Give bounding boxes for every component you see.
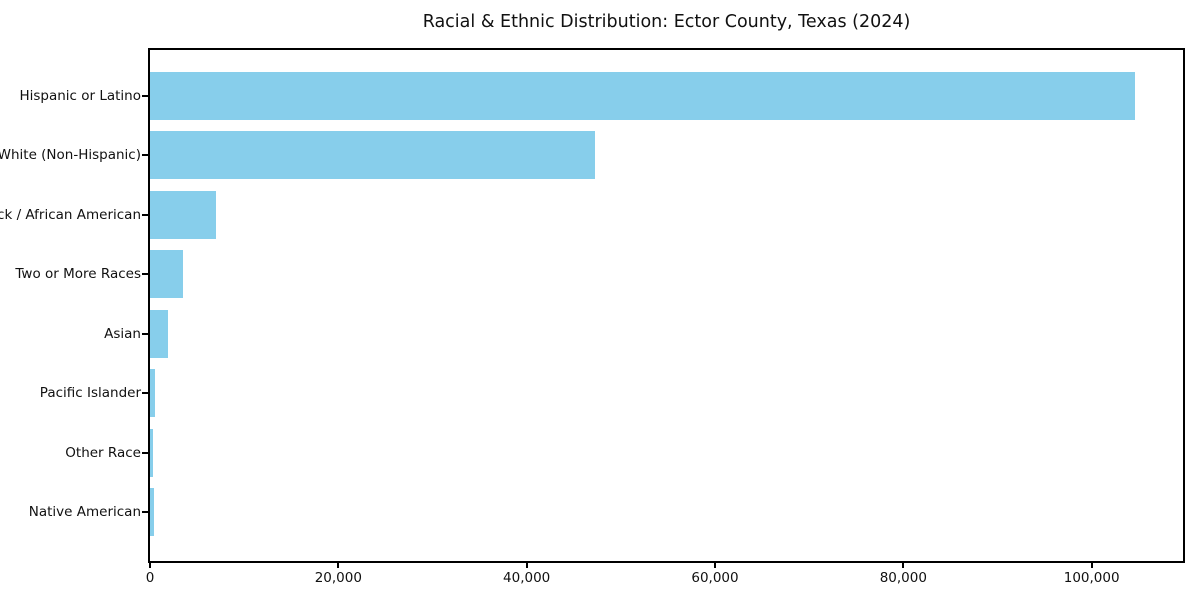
bar-pacific-islander xyxy=(150,369,155,418)
bar-asian xyxy=(150,309,168,358)
bar-row: Black / African American xyxy=(0,185,1183,245)
x-tick-label: 60,000 xyxy=(691,570,739,586)
y-axis-label: Black / African American xyxy=(0,206,141,223)
bar-row: White (Non-Hispanic) xyxy=(0,126,1183,186)
x-tick-mark xyxy=(713,563,716,568)
bar-white-non-hispanic xyxy=(150,131,596,180)
bar-row: Asian xyxy=(104,304,1183,364)
y-axis-label: Pacific Islander xyxy=(39,385,141,402)
y-tick-mark xyxy=(142,332,148,335)
bar-row: Native American xyxy=(29,483,1183,543)
y-axis-label: Two or More Races xyxy=(15,266,141,283)
y-axis-label: Hispanic or Latino xyxy=(19,87,141,104)
y-tick-mark xyxy=(142,154,148,157)
x-tick-label: 20,000 xyxy=(314,570,362,586)
bar-hispanic-or-latino xyxy=(150,71,1135,120)
y-tick-mark xyxy=(142,213,148,216)
y-tick-mark xyxy=(142,392,148,395)
x-tick-label: 0 xyxy=(145,570,155,586)
bar-black-african-american xyxy=(150,190,216,239)
y-tick-mark xyxy=(142,94,148,97)
bar-other-race xyxy=(150,428,153,477)
y-tick-mark xyxy=(142,511,148,514)
x-tick-mark xyxy=(902,563,905,568)
x-tick-label: 80,000 xyxy=(879,570,927,586)
bar-row: Pacific Islander xyxy=(40,364,1183,424)
y-tick-mark xyxy=(142,273,148,276)
plot-area: Hispanic or Latino White (Non-Hispanic) … xyxy=(0,48,1185,586)
bars-container: Hispanic or Latino White (Non-Hispanic) … xyxy=(0,50,1183,561)
x-tick-mark xyxy=(525,563,528,568)
bar-native-american xyxy=(150,488,154,537)
chart-title: Racial & Ethnic Distribution: Ector Coun… xyxy=(422,12,911,32)
x-tick-mark xyxy=(1090,563,1093,568)
bar-row: Hispanic or Latino xyxy=(19,66,1183,126)
x-tick-mark xyxy=(337,563,340,568)
bar-two-or-more-races xyxy=(150,250,183,299)
y-axis-label: Native American xyxy=(28,504,141,521)
x-tick-label: 100,000 xyxy=(1063,570,1120,586)
x-tick-mark xyxy=(149,563,151,568)
y-axis-label: Asian xyxy=(104,325,141,342)
y-axis-label: Other Race xyxy=(65,444,141,461)
y-axis-label: White (Non-Hispanic) xyxy=(0,147,141,164)
x-tick-label: 40,000 xyxy=(503,570,551,586)
bar-row: Two or More Races xyxy=(15,245,1183,305)
bar-row: Other Race xyxy=(65,423,1183,483)
y-tick-mark xyxy=(142,451,148,454)
